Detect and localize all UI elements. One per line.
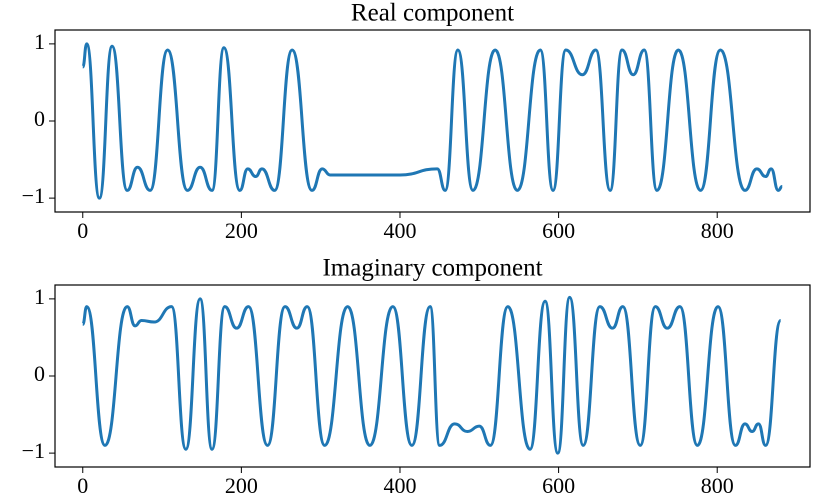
y-tick-label: 0 bbox=[34, 106, 45, 131]
x-tick-label: 400 bbox=[383, 473, 416, 498]
line-series bbox=[81, 295, 783, 455]
chart-title: Imaginary component bbox=[322, 255, 542, 282]
x-tick-label: 400 bbox=[383, 218, 416, 243]
x-tick-label: 600 bbox=[542, 218, 575, 243]
chart-title: Real component bbox=[351, 0, 514, 27]
axes-frame bbox=[54, 29, 811, 213]
x-tick-label: 0 bbox=[77, 473, 88, 498]
x-tick-label: 800 bbox=[701, 218, 734, 243]
x-tick-label: 800 bbox=[701, 473, 734, 498]
y-tick-label: 1 bbox=[34, 29, 45, 54]
x-tick-label: 200 bbox=[225, 473, 258, 498]
x-tick-label: 0 bbox=[77, 218, 88, 243]
y-tick-label: 0 bbox=[34, 361, 45, 386]
axes-frame bbox=[54, 284, 811, 468]
y-tick-label: −1 bbox=[22, 183, 45, 208]
line-series bbox=[81, 42, 783, 200]
y-tick-label: 1 bbox=[34, 284, 45, 309]
x-tick-label: 600 bbox=[542, 473, 575, 498]
x-tick-label: 200 bbox=[225, 218, 258, 243]
y-tick-label: −1 bbox=[22, 438, 45, 463]
